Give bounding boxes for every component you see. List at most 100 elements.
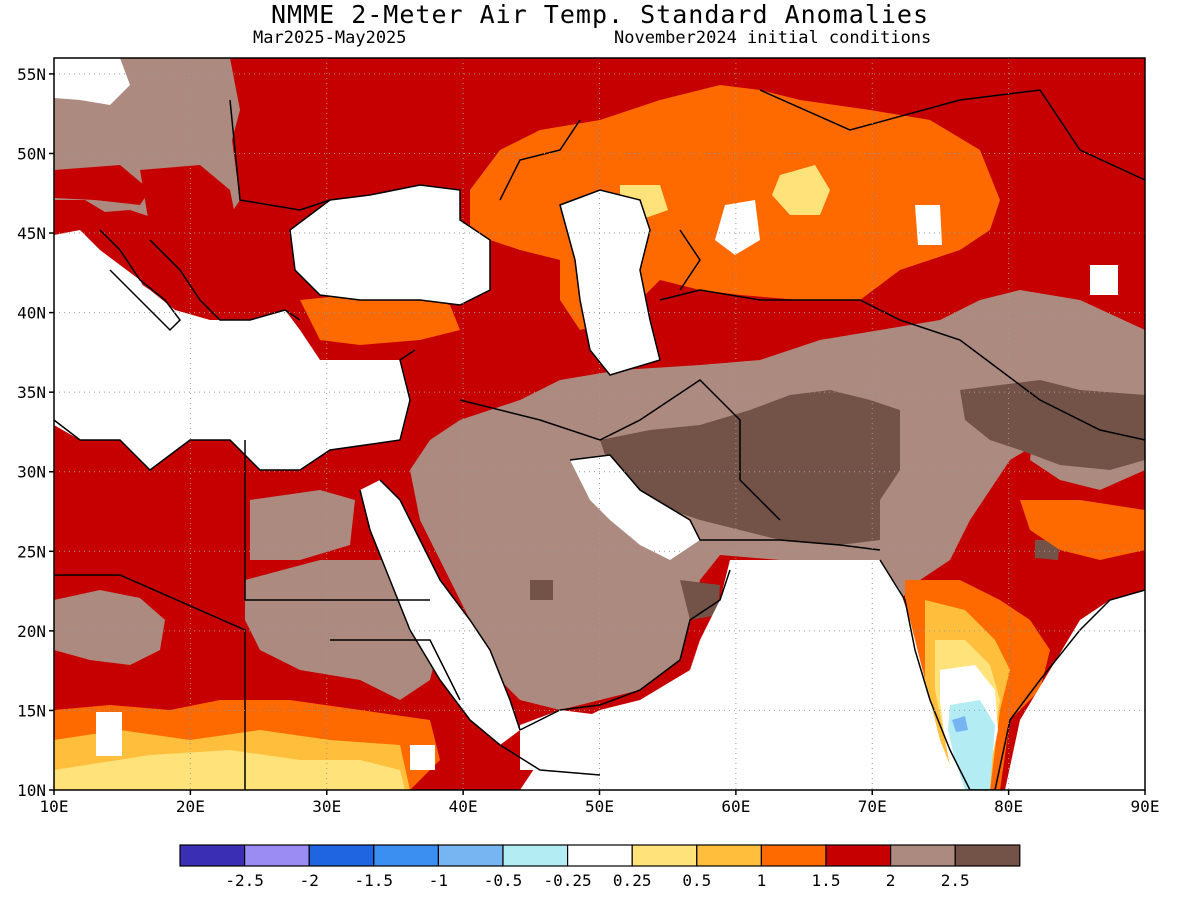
legend-swatch-c_1_15: [760, 844, 827, 867]
field-gt-2.5-tibet: [960, 380, 1145, 470]
legend-swatch-c_below_m25: [179, 844, 246, 867]
border-2: [244, 440, 430, 601]
legend-swatch-c_above_25: [954, 844, 1021, 867]
lon-label-40E: 40E: [449, 797, 478, 816]
lat-label-45N: 45N: [17, 224, 46, 243]
lat-label-20N: 20N: [17, 622, 46, 641]
legend-label: -2.5: [225, 871, 264, 890]
border-3: [330, 639, 461, 701]
field-2-2.5-sudan: [245, 560, 440, 700]
lon-label-80E: 80E: [994, 797, 1023, 816]
coast-balkans: [149, 239, 301, 321]
field-gt-2.5-iran: [600, 390, 900, 545]
mask-persian-gulf: [570, 455, 700, 560]
legend-label: 2: [886, 871, 896, 890]
legend-swatch-c_025_05: [631, 844, 698, 867]
legend-swatch-c_15_2: [825, 844, 892, 867]
lat-label-50N: 50N: [17, 144, 46, 163]
coast-caspian: [559, 189, 661, 376]
grid-lines: [54, 58, 1145, 790]
mask-balkhash: [915, 205, 942, 245]
coast-europe-med: [54, 349, 416, 471]
coast-india: [879, 559, 1145, 790]
mask-aral: [715, 200, 760, 255]
lat-label-15N: 15N: [17, 701, 46, 720]
mask-north-sea: [54, 58, 130, 105]
lon-label-90E: 90E: [1131, 797, 1160, 816]
field-gt-2.5-arabia: [530, 580, 553, 600]
legend-label: 2.5: [941, 871, 970, 890]
coast-black-sea: [289, 184, 491, 306]
anomaly-fields: [54, 58, 1145, 790]
field-gt-2.5-oman: [680, 580, 720, 620]
lon-label-30E: 30E: [312, 797, 341, 816]
legend-label: 0.25: [613, 871, 652, 890]
border-8: [499, 119, 581, 201]
field-2-2.5-sahel: [54, 590, 165, 665]
lon-label-50E: 50E: [585, 797, 614, 816]
legend-swatch-c_m15_m1: [373, 844, 439, 867]
field-1-1.5-anatolia: [300, 295, 460, 345]
field-0.25-0.5-kazakhstan: [772, 165, 830, 215]
color-legend: -2.5 -2 -1.5 -1 -0.5 -0.25 0.25 0.5 1 1.5 2 2.5: [179, 844, 1021, 890]
mask-red-sea: [360, 480, 520, 745]
legend-label: -2: [300, 871, 319, 890]
mask-horn: [410, 745, 435, 770]
mask-bay-of-bengal: [1005, 590, 1145, 790]
border-6: [679, 229, 701, 291]
initial-conditions: November2024 initial conditions: [614, 28, 932, 48]
mask-black-sea: [290, 185, 490, 305]
coast-gulf: [569, 454, 881, 551]
coast-arabia-south: [519, 569, 731, 731]
mask-gulf-of-aden: [520, 710, 600, 770]
legend-label: -1.5: [355, 871, 394, 890]
legend-label: -0.25: [544, 871, 592, 890]
mask-caspian: [560, 190, 660, 375]
coast-red-sea-east: [379, 479, 521, 731]
lon-label-20E: 20E: [176, 797, 205, 816]
legend-swatch-c_neutral: [566, 844, 633, 867]
mask-lake-east: [1090, 265, 1118, 295]
coast-italy: [99, 229, 181, 332]
mask-italy-sea: [54, 250, 150, 300]
field-1-1.5-bengal: [1020, 500, 1145, 560]
field-1.5-2-poland: [54, 165, 150, 205]
mask-lake-chad: [96, 712, 122, 756]
lat-tick-labels: 10N 15N 20N 25N 30N 35N 40N 45N 50N 55N: [17, 65, 46, 800]
field-m1-m0.5-india: [952, 716, 968, 732]
mask-arabian-sea: [520, 560, 960, 790]
field-2-2.5-egypt: [250, 490, 355, 560]
field-1.5-2-balkans: [140, 165, 240, 310]
border-4: [459, 379, 781, 521]
border-9: [759, 89, 1145, 181]
legend-label: -1: [429, 871, 448, 890]
lon-label-70E: 70E: [858, 797, 887, 816]
lon-label-10E: 10E: [40, 797, 69, 816]
legend-label: 1.5: [812, 871, 841, 890]
legend-label: 0.5: [682, 871, 711, 890]
border-5: [659, 289, 1145, 441]
legend-swatch-c_m25_m2: [244, 844, 310, 867]
lat-label-55N: 55N: [17, 65, 46, 84]
legend-swatch-c_05_1: [696, 844, 762, 867]
forecast-period: Mar2025-May2025: [253, 28, 407, 48]
field-0.25-0.5-west-africa: [54, 750, 405, 790]
legend-swatch-c_2_25: [889, 844, 956, 867]
lat-label-40N: 40N: [17, 304, 46, 323]
lat-label-35N: 35N: [17, 383, 46, 402]
coast-red-sea-west: [359, 489, 501, 746]
lat-label-25N: 25N: [17, 542, 46, 561]
lat-label-30N: 30N: [17, 463, 46, 482]
lon-label-60E: 60E: [721, 797, 750, 816]
coastlines: [54, 89, 1145, 790]
lon-tick-labels: 10E 20E 30E 40E 50E 60E 70E 80E 90E: [40, 797, 1160, 816]
legend-swatch-c_m05_m025: [502, 844, 569, 867]
border-7: [229, 99, 331, 211]
legend-swatch-c_m1_m05: [437, 844, 504, 867]
coast-horn: [499, 744, 601, 776]
lat-label-10N: 10N: [17, 781, 46, 800]
legend-swatch-c_m2_m15: [308, 844, 375, 867]
axis-ticks: [49, 73, 1146, 795]
legend-label: -0.5: [484, 871, 523, 890]
